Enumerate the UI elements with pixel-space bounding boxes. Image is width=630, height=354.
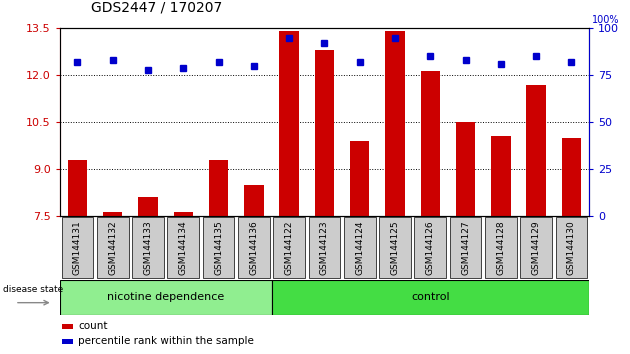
Bar: [244, 185, 263, 216]
Text: GSM144125: GSM144125: [391, 221, 399, 275]
Bar: [272, 280, 589, 315]
Text: GSM144124: GSM144124: [355, 221, 364, 275]
Bar: [209, 160, 228, 216]
Bar: [350, 141, 369, 216]
Text: GSM144134: GSM144134: [179, 221, 188, 275]
Bar: [62, 324, 73, 329]
Bar: [168, 217, 199, 278]
Bar: [491, 136, 510, 216]
Text: nicotine dependence: nicotine dependence: [107, 292, 224, 302]
Text: control: control: [411, 292, 450, 302]
Bar: [97, 217, 129, 278]
Text: GSM144136: GSM144136: [249, 221, 258, 275]
Bar: [309, 217, 340, 278]
Text: GSM144132: GSM144132: [108, 221, 117, 275]
Bar: [280, 32, 299, 216]
Text: GSM144135: GSM144135: [214, 221, 223, 275]
Text: count: count: [78, 321, 108, 331]
Text: GSM144133: GSM144133: [144, 221, 152, 275]
Text: GSM144130: GSM144130: [567, 221, 576, 275]
Text: GSM144131: GSM144131: [73, 221, 82, 275]
Bar: [379, 217, 411, 278]
Text: GDS2447 / 170207: GDS2447 / 170207: [91, 0, 222, 14]
Bar: [527, 85, 546, 216]
Bar: [450, 217, 481, 278]
Bar: [68, 160, 87, 216]
Bar: [421, 70, 440, 216]
Bar: [103, 212, 122, 216]
Bar: [273, 217, 305, 278]
Text: GSM144122: GSM144122: [285, 221, 294, 275]
Bar: [203, 217, 234, 278]
Text: 100%: 100%: [592, 15, 620, 25]
Text: disease state: disease state: [3, 285, 63, 294]
Bar: [485, 217, 517, 278]
Bar: [238, 217, 270, 278]
Bar: [174, 212, 193, 216]
Bar: [415, 217, 446, 278]
Bar: [456, 122, 475, 216]
Bar: [562, 138, 581, 216]
Text: GSM144126: GSM144126: [426, 221, 435, 275]
Bar: [60, 280, 272, 315]
Bar: [520, 217, 552, 278]
Bar: [556, 217, 587, 278]
Text: percentile rank within the sample: percentile rank within the sample: [78, 336, 255, 346]
Bar: [62, 217, 93, 278]
Bar: [386, 32, 404, 216]
Bar: [315, 50, 334, 216]
Bar: [139, 197, 158, 216]
Text: GSM144129: GSM144129: [532, 221, 541, 275]
Text: GSM144123: GSM144123: [320, 221, 329, 275]
Bar: [62, 338, 73, 344]
Bar: [344, 217, 375, 278]
Text: GSM144128: GSM144128: [496, 221, 505, 275]
Bar: [132, 217, 164, 278]
Text: GSM144127: GSM144127: [461, 221, 470, 275]
